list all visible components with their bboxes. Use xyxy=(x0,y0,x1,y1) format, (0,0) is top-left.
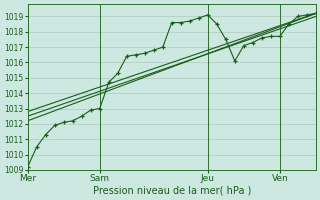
X-axis label: Pression niveau de la mer( hPa ): Pression niveau de la mer( hPa ) xyxy=(92,186,251,196)
